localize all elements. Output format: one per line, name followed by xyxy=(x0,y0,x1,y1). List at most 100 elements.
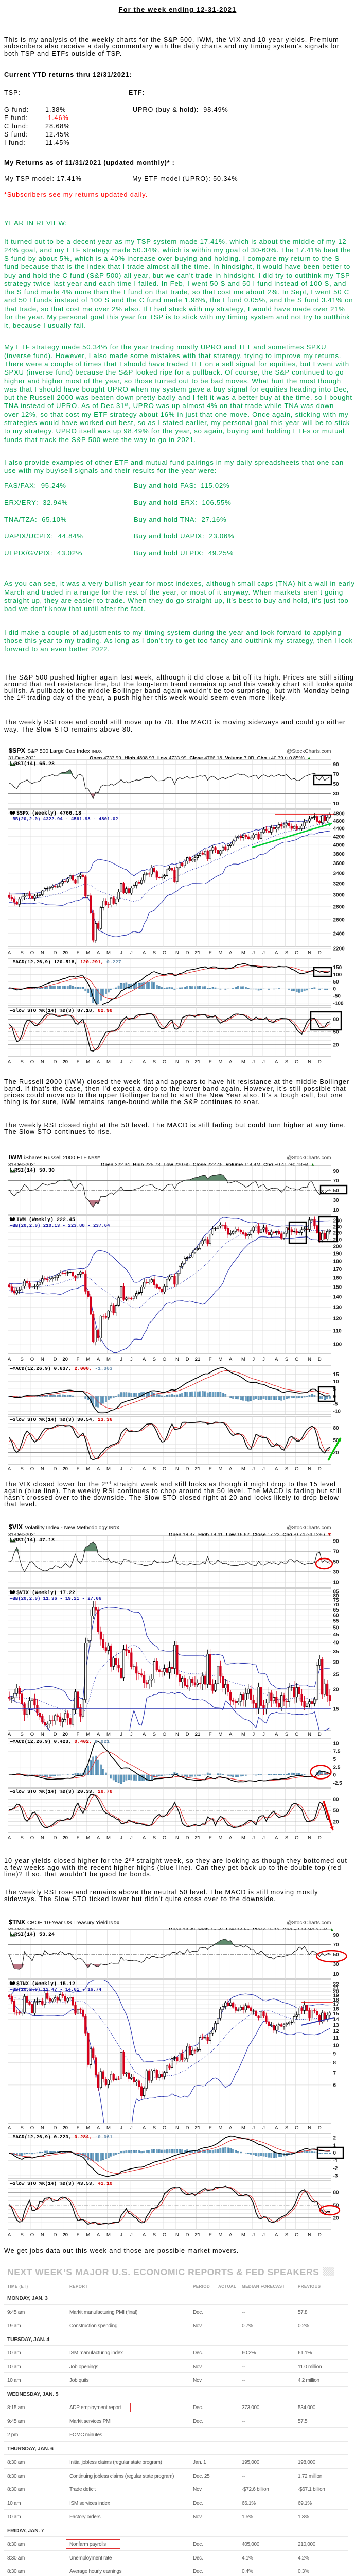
svg-text:O: O xyxy=(295,1357,298,1362)
svg-text:N: N xyxy=(308,1732,311,1737)
svg-text:O: O xyxy=(163,2232,166,2238)
svg-text:3200: 3200 xyxy=(333,882,345,887)
svg-text:50: 50 xyxy=(333,1438,340,1444)
svg-text:3400: 3400 xyxy=(333,871,345,876)
svg-text:14: 14 xyxy=(333,2017,340,2023)
svg-text:2.5: 2.5 xyxy=(333,1765,341,1770)
svg-text:M: M xyxy=(218,1835,222,1841)
svg-text:O: O xyxy=(30,1357,34,1362)
svg-text:21: 21 xyxy=(195,1835,201,1841)
svg-text:M: M xyxy=(106,1466,111,1472)
svg-text:M: M xyxy=(241,1835,245,1841)
svg-text:50: 50 xyxy=(333,1188,340,1194)
svg-text:N: N xyxy=(308,2232,311,2238)
svg-text:F: F xyxy=(77,1732,80,1737)
svg-text:N: N xyxy=(41,1732,44,1737)
svg-text:A: A xyxy=(275,2232,278,2238)
svg-text:-5: -5 xyxy=(333,1401,338,1407)
svg-text:20: 20 xyxy=(63,2125,68,2131)
svg-text:10: 10 xyxy=(333,1208,340,1213)
svg-text:F: F xyxy=(77,1466,80,1472)
svg-text:20: 20 xyxy=(63,1466,68,1472)
svg-text:D: D xyxy=(318,1059,322,1065)
svg-text:O: O xyxy=(30,2232,34,2238)
svg-text:15: 15 xyxy=(333,2011,340,2017)
svg-text:31-Dec-2021: 31-Dec-2021 xyxy=(8,756,37,761)
svg-text:20: 20 xyxy=(63,1732,68,1737)
svg-text:—Slow STO %K(14) %D(3) 30.54,: —Slow STO %K(14) %D(3) 30.54, 23.36 xyxy=(9,1417,113,1422)
svg-text:21: 21 xyxy=(195,1059,201,1065)
svg-text:M: M xyxy=(241,2232,245,2238)
svg-text:60: 60 xyxy=(333,1613,340,1618)
svg-text:A: A xyxy=(275,950,278,956)
svg-text:A: A xyxy=(143,1732,146,1737)
svg-text:0: 0 xyxy=(333,2150,336,2156)
svg-text:F: F xyxy=(209,2125,212,2131)
svg-text:10: 10 xyxy=(333,1741,340,1747)
svg-text:A: A xyxy=(275,1357,278,1362)
svg-text:N: N xyxy=(41,1059,44,1065)
svg-text:31-Dec-2021: 31-Dec-2021 xyxy=(8,1532,37,1538)
svg-text:80: 80 xyxy=(333,1594,340,1599)
svg-text:M: M xyxy=(86,1835,90,1841)
svg-text:A: A xyxy=(229,1059,233,1065)
svg-text:20: 20 xyxy=(333,1687,340,1693)
svg-text:2: 2 xyxy=(333,2136,336,2141)
svg-text:M: M xyxy=(106,1357,111,1362)
svg-text:M: M xyxy=(86,1357,90,1362)
svg-text:RSI(14) 50.30: RSI(14) 50.30 xyxy=(14,1167,55,1174)
svg-text:70: 70 xyxy=(333,1178,340,1184)
svg-text:F: F xyxy=(209,2232,212,2238)
svg-text:O: O xyxy=(30,2125,34,2131)
svg-text:A: A xyxy=(229,2232,233,2238)
svg-text:-3: -3 xyxy=(333,2174,338,2179)
svg-text:—Slow STO %K(14) %D(3) 87.18,: —Slow STO %K(14) %D(3) 87.18, 82.98 xyxy=(9,1008,113,1013)
svg-text:O: O xyxy=(295,1466,298,1472)
svg-text:F: F xyxy=(209,1466,212,1472)
svg-text:N: N xyxy=(175,1835,179,1841)
svg-text:80: 80 xyxy=(333,2190,340,2196)
svg-text:A: A xyxy=(275,2125,278,2131)
svg-text:S: S xyxy=(285,2232,288,2238)
svg-text:N: N xyxy=(308,1357,311,1362)
svg-text:D: D xyxy=(318,1466,322,1472)
svg-text:O: O xyxy=(30,950,34,956)
svg-text:85: 85 xyxy=(333,1589,340,1595)
svg-text:S: S xyxy=(153,1835,156,1841)
svg-text:@StockCharts.com: @StockCharts.com xyxy=(287,1920,331,1926)
svg-text:—BB(20,2.0) 11.36 - 19.21 - 27: —BB(20,2.0) 11.36 - 19.21 - 27.06 xyxy=(9,1596,101,1601)
svg-text:J: J xyxy=(252,1732,255,1737)
svg-text:18: 18 xyxy=(333,1997,340,2003)
svg-text:S: S xyxy=(153,1732,156,1737)
svg-text:-2: -2 xyxy=(333,2166,338,2172)
svg-text:D: D xyxy=(318,2232,322,2238)
svg-text:25: 25 xyxy=(333,1672,340,1677)
svg-text:A: A xyxy=(275,1835,278,1841)
svg-text:S: S xyxy=(153,1059,156,1065)
svg-text:20: 20 xyxy=(63,1835,68,1841)
svg-text:N: N xyxy=(175,2232,179,2238)
svg-text:190: 190 xyxy=(333,1251,342,1257)
svg-text:1: 1 xyxy=(333,2143,336,2148)
svg-text:J: J xyxy=(130,950,133,956)
svg-text:0: 0 xyxy=(333,987,336,992)
svg-text:J: J xyxy=(262,1732,265,1737)
svg-text:10: 10 xyxy=(333,2043,340,2048)
svg-text:—MACD(12,26,9) 0.223, 0.284, -: —MACD(12,26,9) 0.223, 0.284, -0.061 xyxy=(9,2134,113,2140)
svg-text:O: O xyxy=(30,1059,34,1065)
svg-text:70: 70 xyxy=(333,1942,340,1948)
svg-text:N: N xyxy=(175,2125,179,2131)
svg-text:A: A xyxy=(229,1732,233,1737)
svg-text:A: A xyxy=(97,1732,100,1737)
svg-text:5: 5 xyxy=(333,1757,336,1762)
svg-text:O: O xyxy=(30,1732,34,1737)
svg-text:D: D xyxy=(318,2125,322,2131)
svg-text:A: A xyxy=(8,1835,11,1841)
svg-text:140: 140 xyxy=(333,1294,342,1300)
svg-text:40: 40 xyxy=(333,1640,340,1646)
svg-text:D: D xyxy=(186,950,189,956)
svg-text:2400: 2400 xyxy=(333,931,345,937)
svg-text:180: 180 xyxy=(333,1259,342,1265)
svg-text:D: D xyxy=(318,950,322,956)
svg-text:S: S xyxy=(21,1466,24,1472)
